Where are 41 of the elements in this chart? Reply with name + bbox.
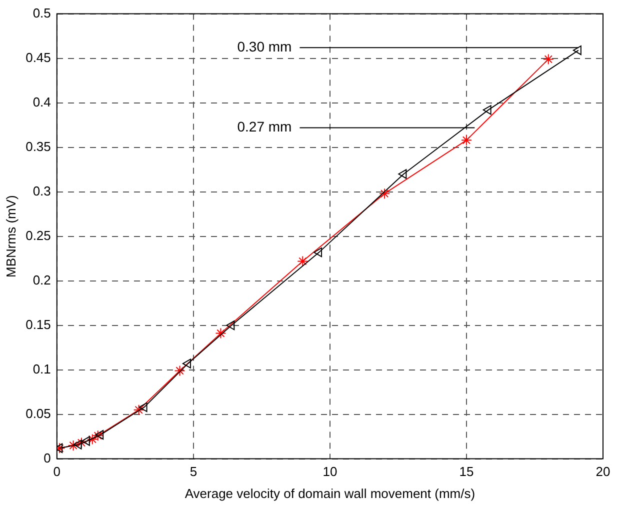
y-tick-label: 0.25	[26, 228, 51, 243]
y-tick-label: 0.35	[26, 138, 51, 154]
y-tick-label: 0.3	[32, 183, 51, 198]
y-tick-label: 0.05	[26, 406, 51, 421]
x-tick-label: 15	[459, 464, 474, 480]
point	[297, 256, 308, 267]
point	[314, 247, 322, 258]
point	[92, 430, 104, 442]
y-tick-label: 0	[44, 450, 51, 466]
point	[95, 430, 104, 440]
point	[81, 436, 90, 446]
x-axis-title: Average velocity of domain wall movement (mm/s)	[184, 486, 476, 501]
y-tick-label: 0.1	[32, 361, 51, 376]
annotation: 0.27 mm	[237, 118, 292, 135]
x-tick-label: 0	[53, 464, 61, 480]
point	[460, 134, 472, 146]
point	[182, 358, 191, 368]
point	[138, 402, 148, 412]
point	[133, 404, 144, 416]
point	[379, 188, 390, 200]
x-tick-label: 5	[190, 464, 198, 480]
y-tick-label: 0.45	[26, 50, 51, 65]
y-axis-title: MBNrms (mV)	[3, 195, 18, 278]
point	[215, 328, 226, 339]
x-tick-label: 20	[596, 464, 610, 480]
point	[482, 105, 492, 115]
y-tick-label: 0.4	[32, 94, 51, 110]
point	[174, 365, 186, 376]
point	[542, 54, 554, 65]
y-tick-label: 0.2	[32, 272, 51, 288]
point	[73, 440, 82, 450]
y-tick-label: 0.15	[26, 316, 51, 332]
point	[68, 440, 79, 451]
y-tick-label: 0.5	[32, 5, 51, 20]
point	[398, 169, 407, 179]
x-tick-label: 10	[322, 464, 338, 480]
point	[86, 434, 98, 445]
point	[226, 320, 235, 330]
annotation: 0.30 mm	[237, 38, 292, 54]
point	[76, 437, 87, 448]
point	[572, 45, 582, 56]
